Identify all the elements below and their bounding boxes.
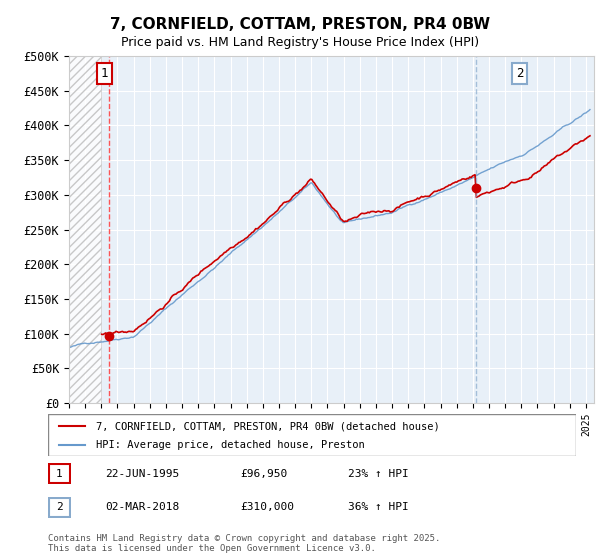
Text: 36% ↑ HPI: 36% ↑ HPI xyxy=(348,502,409,512)
Text: 22-JUN-1995: 22-JUN-1995 xyxy=(105,469,179,479)
Text: £310,000: £310,000 xyxy=(240,502,294,512)
Text: 7, CORNFIELD, COTTAM, PRESTON, PR4 0BW (detached house): 7, CORNFIELD, COTTAM, PRESTON, PR4 0BW (… xyxy=(95,421,439,431)
Text: 2: 2 xyxy=(56,502,63,512)
Text: Contains HM Land Registry data © Crown copyright and database right 2025.
This d: Contains HM Land Registry data © Crown c… xyxy=(48,534,440,553)
Bar xyxy=(69,56,101,403)
Text: 7, CORNFIELD, COTTAM, PRESTON, PR4 0BW: 7, CORNFIELD, COTTAM, PRESTON, PR4 0BW xyxy=(110,17,490,32)
Text: 1: 1 xyxy=(101,67,109,80)
Text: HPI: Average price, detached house, Preston: HPI: Average price, detached house, Pres… xyxy=(95,440,364,450)
Text: £96,950: £96,950 xyxy=(240,469,287,479)
FancyBboxPatch shape xyxy=(49,464,70,483)
Text: Price paid vs. HM Land Registry's House Price Index (HPI): Price paid vs. HM Land Registry's House … xyxy=(121,36,479,49)
Text: 2: 2 xyxy=(516,67,523,80)
FancyBboxPatch shape xyxy=(49,498,70,517)
FancyBboxPatch shape xyxy=(48,414,576,456)
Text: 23% ↑ HPI: 23% ↑ HPI xyxy=(348,469,409,479)
Text: 1: 1 xyxy=(56,469,63,479)
Text: 02-MAR-2018: 02-MAR-2018 xyxy=(105,502,179,512)
